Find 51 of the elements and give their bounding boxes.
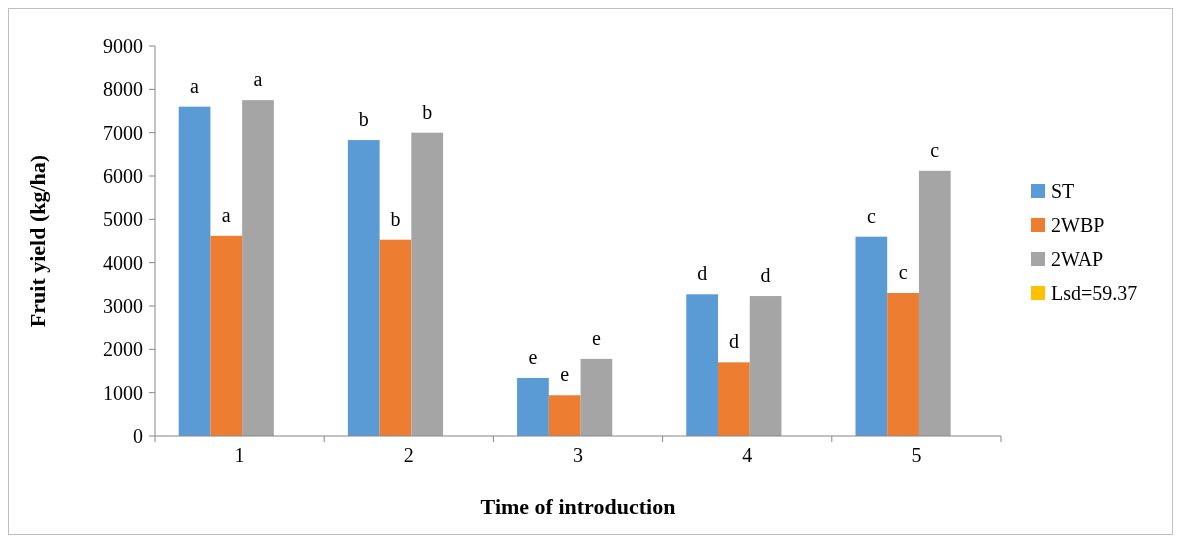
y-tick-label: 7000 <box>103 121 143 144</box>
bar <box>749 296 782 436</box>
data-label: d <box>760 264 771 287</box>
y-tick-label: 6000 <box>103 165 143 187</box>
data-label: a <box>221 203 231 226</box>
y-axis-title: Fruit yield (kg/ha) <box>25 154 50 328</box>
bar <box>242 100 274 436</box>
y-tick-label: 4000 <box>103 251 143 274</box>
bar <box>347 140 380 436</box>
bar <box>411 132 444 436</box>
bar <box>718 362 750 436</box>
y-tick-label: 8000 <box>103 78 143 101</box>
legend-label: Lsd=59.37 <box>1051 282 1138 304</box>
data-label: b <box>422 100 433 123</box>
bar <box>178 106 211 436</box>
bar <box>210 235 243 436</box>
data-label: e <box>528 345 538 368</box>
legend-label: 2WBP <box>1051 214 1105 236</box>
bar <box>918 170 951 436</box>
data-label: b <box>390 207 401 230</box>
data-label: b <box>358 108 369 131</box>
data-label: e <box>560 363 570 386</box>
data-label: c <box>866 204 876 227</box>
bar <box>517 377 549 436</box>
y-tick-label: 5000 <box>103 208 143 231</box>
data-label: c <box>898 261 908 283</box>
y-tick-label: 3000 <box>103 295 143 317</box>
data-label: a <box>190 74 200 97</box>
y-tick-label: 1000 <box>103 381 143 404</box>
bar <box>379 239 412 436</box>
x-axis-title: Time of introduction <box>480 494 676 519</box>
bar <box>686 294 719 436</box>
x-tick-label: 2 <box>403 444 414 466</box>
data-label: e <box>591 326 601 349</box>
x-tick-label: 5 <box>911 444 922 466</box>
bar <box>580 358 613 436</box>
data-label: d <box>697 262 708 285</box>
x-tick-label: 4 <box>742 444 753 466</box>
bar <box>887 293 919 436</box>
legend-label: 2WAP <box>1051 248 1104 270</box>
data-label: a <box>253 68 263 91</box>
data-label: d <box>728 330 739 353</box>
x-tick-label: 1 <box>234 444 245 466</box>
y-tick-label: 9000 <box>103 35 143 57</box>
x-tick-label: 3 <box>573 444 583 466</box>
bar <box>548 395 581 436</box>
y-tick-label: 2000 <box>103 338 143 361</box>
y-tick-label: 0 <box>133 425 143 447</box>
bar <box>855 236 888 436</box>
legend-label: ST <box>1051 180 1075 202</box>
data-label: c <box>930 138 940 161</box>
